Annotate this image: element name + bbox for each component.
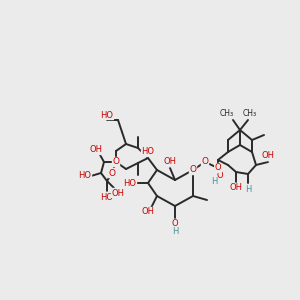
Text: HO: HO [124,178,136,188]
Text: OH: OH [89,146,103,154]
Text: O: O [215,164,221,172]
Text: OH: OH [112,188,124,197]
Text: O: O [172,220,178,229]
Text: OH: OH [164,158,176,166]
Text: CH₃: CH₃ [220,109,234,118]
Text: HO: HO [100,110,113,119]
Text: HO: HO [142,148,154,157]
Text: O: O [217,170,223,179]
Text: H: H [211,178,217,187]
Text: O: O [109,169,116,178]
Text: O: O [202,158,208,166]
Text: O: O [190,166,196,175]
Text: OH: OH [230,184,242,193]
Text: O: O [112,158,119,166]
Text: H: H [172,227,178,236]
Text: H: H [245,185,251,194]
Text: HO: HO [79,172,92,181]
Text: CH₃: CH₃ [243,109,257,118]
Text: OH: OH [262,152,275,160]
Text: OH: OH [142,208,154,217]
Text: HO: HO [100,193,113,202]
